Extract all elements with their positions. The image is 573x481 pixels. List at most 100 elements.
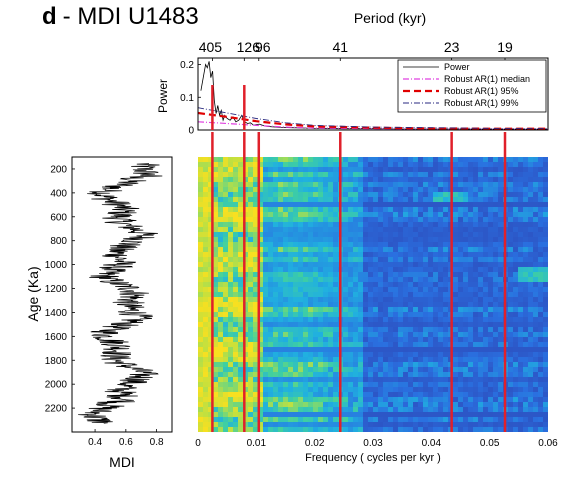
heatmap-cell [508, 362, 514, 368]
heatmap-cell [213, 382, 219, 388]
heatmap-cell [268, 197, 274, 203]
heatmap-cell [493, 157, 499, 163]
heatmap-cell [353, 427, 359, 432]
legend-label-99: Robust AR(1) 99% [444, 98, 519, 108]
heatmap-cell [498, 317, 504, 323]
heatmap-cell [478, 162, 484, 168]
heatmap-cell [233, 352, 239, 358]
heatmap-cell [243, 267, 249, 273]
heatmap-cell [288, 342, 294, 348]
heatmap-cell [273, 352, 279, 358]
heatmap-cell [403, 237, 409, 243]
heatmap-cell [213, 337, 219, 343]
heatmap-cell [403, 232, 409, 238]
power-series-group [198, 61, 548, 130]
heatmap-cell [258, 227, 264, 233]
heatmap-cell [238, 207, 244, 213]
heatmap-cell [223, 262, 229, 268]
heatmap-cell [508, 417, 514, 423]
heatmap-cell [323, 317, 329, 323]
heatmap-cell [483, 357, 489, 363]
heatmap-cell [353, 192, 359, 198]
heatmap-cell [453, 292, 459, 298]
heatmap-cell [258, 172, 264, 178]
heatmap-cell [543, 407, 548, 413]
heatmap-cell [438, 242, 444, 248]
heatmap-cell [538, 372, 544, 378]
heatmap-cell [483, 202, 489, 208]
heatmap-cell [523, 297, 529, 303]
heatmap-cell [528, 327, 534, 333]
heatmap-cell [478, 297, 484, 303]
heatmap-cell [343, 322, 349, 328]
heatmap-cell [308, 252, 314, 258]
heatmap-cell [258, 367, 264, 373]
heatmap-cell [418, 427, 424, 432]
heatmap-cell [218, 202, 224, 208]
heatmap-cell [453, 212, 459, 218]
heatmap-cell [428, 177, 434, 183]
heatmap-cell [478, 377, 484, 383]
heatmap-cell [378, 427, 384, 432]
heatmap-cell [268, 357, 274, 363]
heatmap-cell [443, 377, 449, 383]
heatmap-cell [303, 207, 309, 213]
heatmap-cell [463, 272, 469, 278]
heatmap-cell [293, 417, 299, 423]
heatmap-cell [518, 297, 524, 303]
heatmap-cell [513, 282, 519, 288]
heatmap-cell [388, 357, 394, 363]
heatmap-cell [468, 372, 474, 378]
heatmap-cell [278, 222, 284, 228]
heatmap-cell [273, 342, 279, 348]
heatmap-cell [428, 387, 434, 393]
heatmap-cell [408, 192, 414, 198]
heatmap-cell [383, 222, 389, 228]
heatmap-cell [268, 292, 274, 298]
heatmap-cell [258, 212, 264, 218]
heatmap-cell [538, 367, 544, 373]
heatmap-cell [308, 207, 314, 213]
heatmap-cell [358, 242, 364, 248]
heatmap-cell [468, 317, 474, 323]
heatmap-cell [248, 392, 254, 398]
heatmap-cell [453, 277, 459, 283]
heatmap-cell [508, 282, 514, 288]
heatmap-cell [343, 202, 349, 208]
heatmap-cell [538, 382, 544, 388]
heatmap-cell [363, 382, 369, 388]
heatmap-cell [293, 217, 299, 223]
heatmap-cell [293, 187, 299, 193]
heatmap-cell [213, 377, 219, 383]
heatmap-cell [258, 167, 264, 173]
heatmap-cell [463, 172, 469, 178]
heatmap-cell [403, 282, 409, 288]
heatmap-cell [518, 247, 524, 253]
heatmap-cell [423, 197, 429, 203]
heatmap-cell [463, 167, 469, 173]
heatmap-cell [478, 212, 484, 218]
heatmap-cell [383, 272, 389, 278]
heatmap-cell [353, 407, 359, 413]
heatmap-cell [508, 182, 514, 188]
heatmap-cell [443, 207, 449, 213]
heatmap-cell [283, 182, 289, 188]
heatmap-cell [403, 252, 409, 258]
heatmap-cell [323, 187, 329, 193]
heatmap-cell [273, 387, 279, 393]
heatmap-cell [213, 187, 219, 193]
heatmap-cell [413, 287, 419, 293]
heatmap-cell [493, 202, 499, 208]
heatmap-cell [203, 172, 209, 178]
heatmap-cell [333, 227, 339, 233]
heatmap-cell [308, 177, 314, 183]
heatmap-cell [348, 322, 354, 328]
heatmap-cell [258, 312, 264, 318]
heatmap-cell [228, 207, 234, 213]
heatmap-cell [318, 242, 324, 248]
heatmap-cell [258, 287, 264, 293]
heatmap-cell [418, 247, 424, 253]
heatmap-cell [453, 182, 459, 188]
heatmap-cell [403, 302, 409, 308]
heatmap-cell [408, 207, 414, 213]
